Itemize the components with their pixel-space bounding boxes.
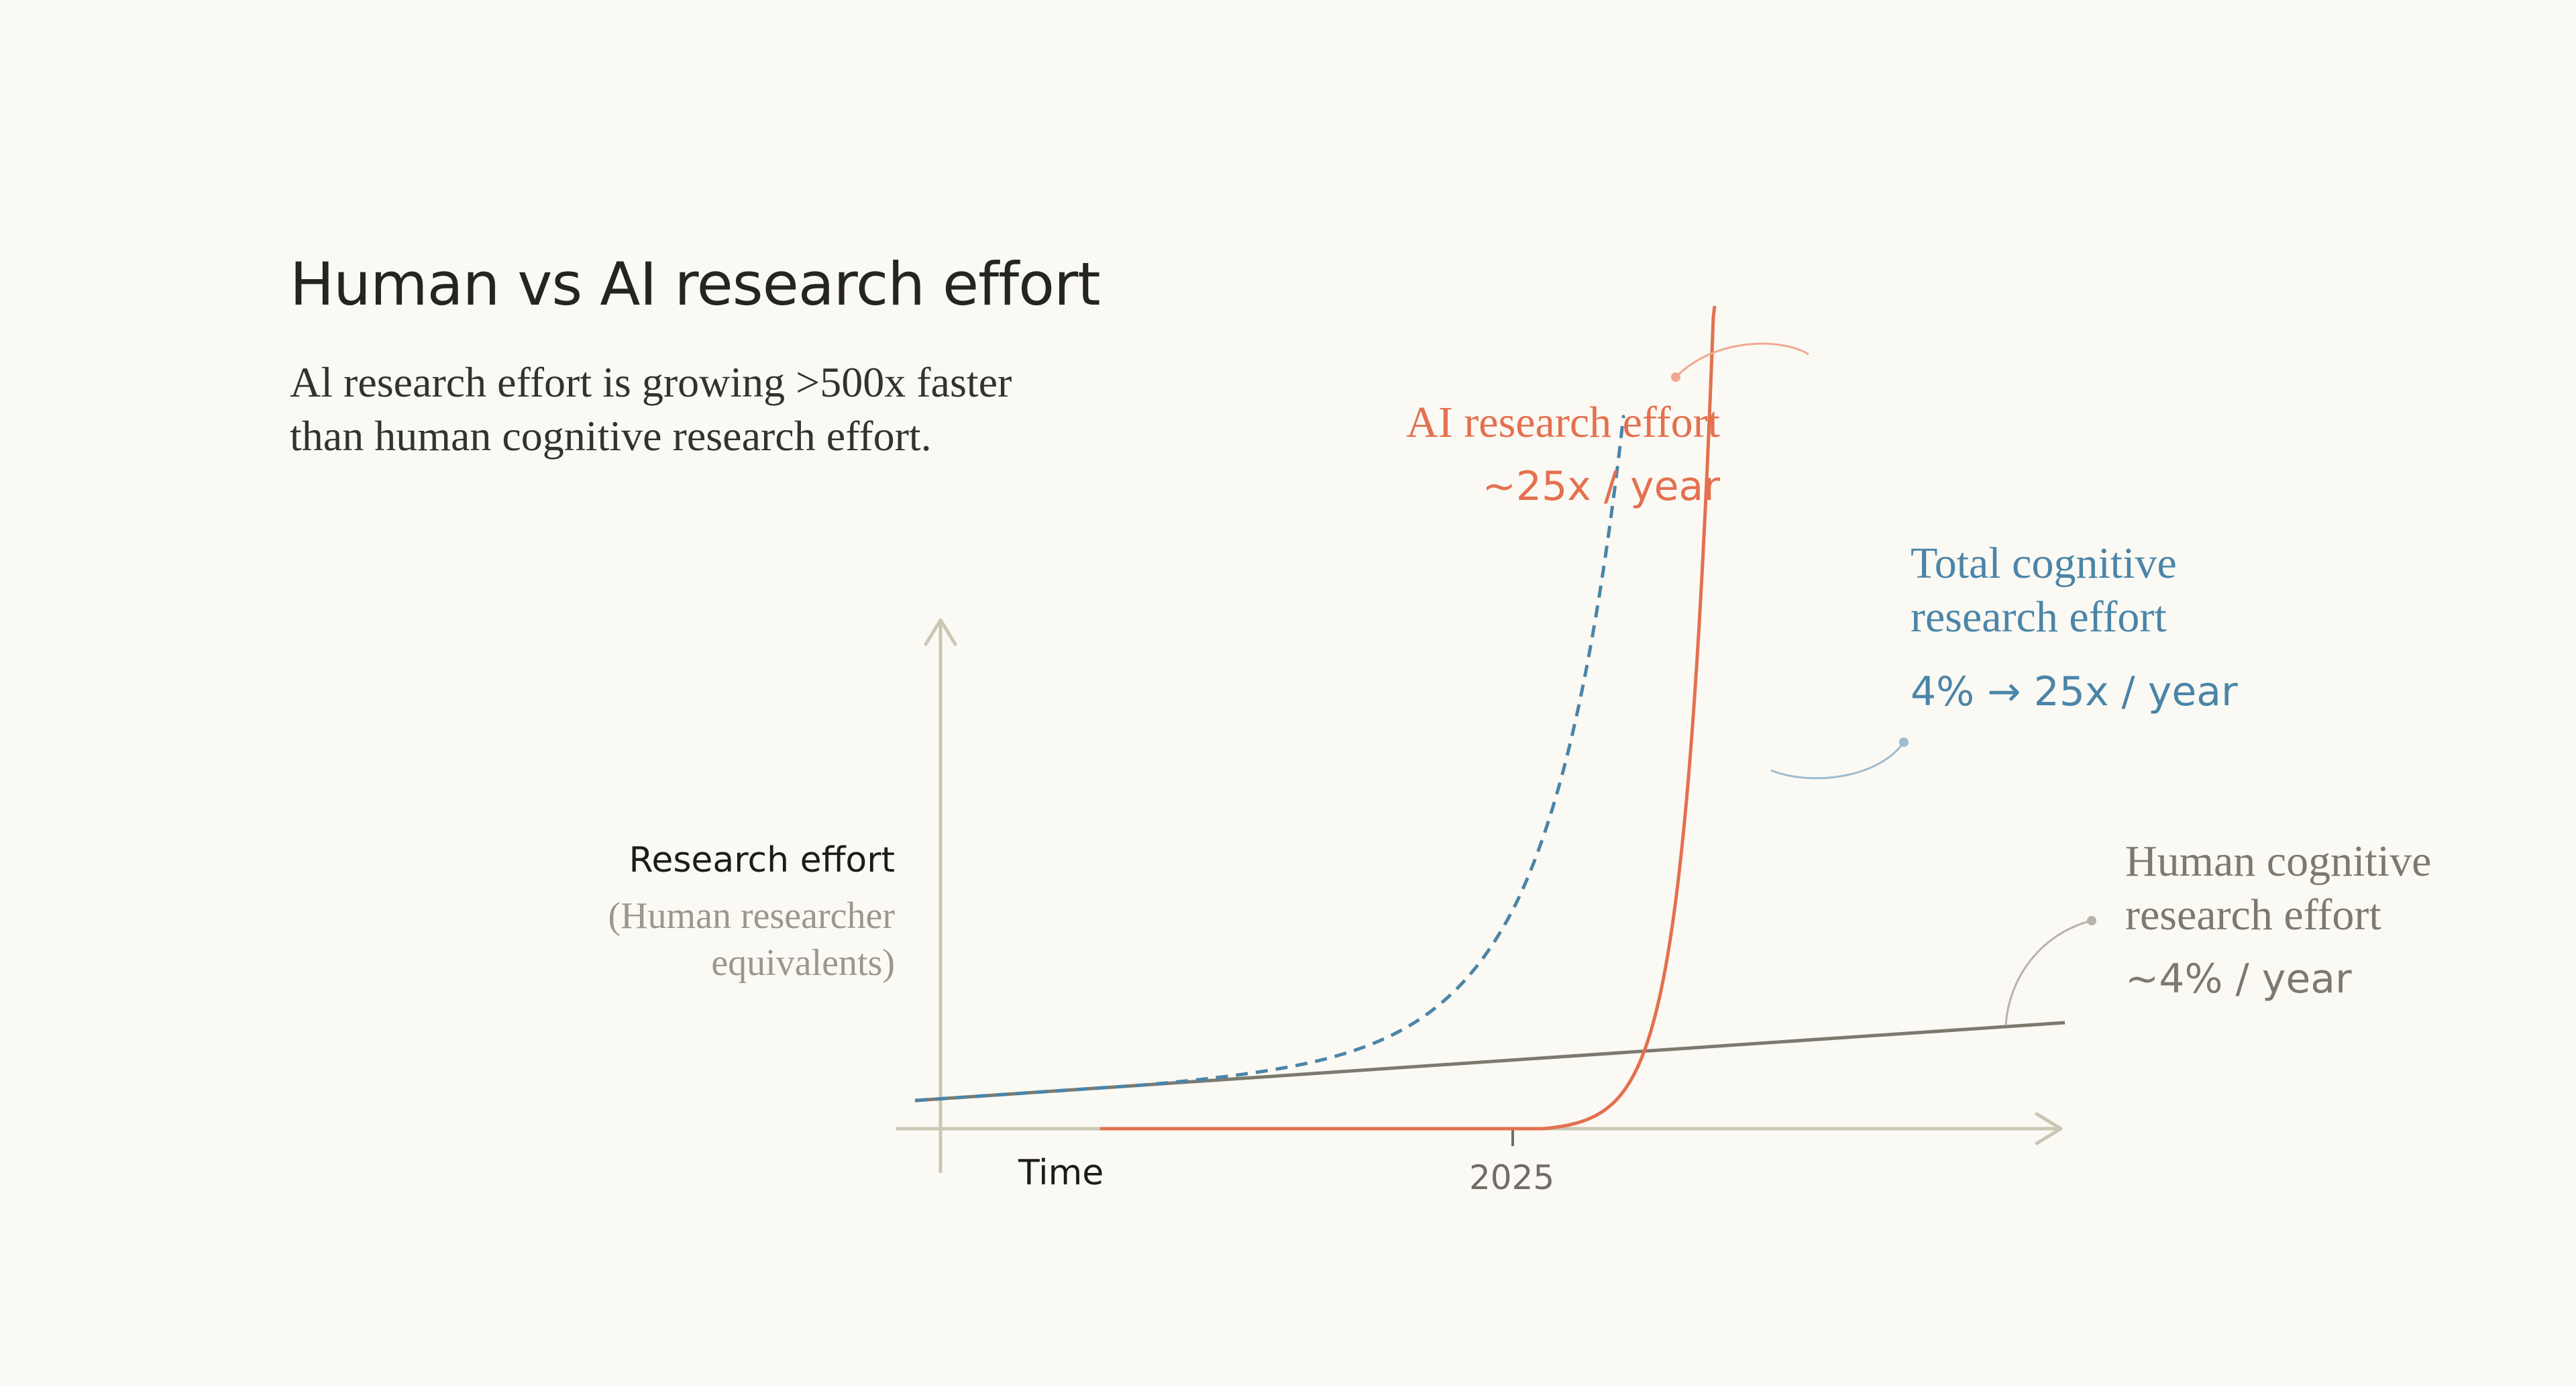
series-ai-line xyxy=(1100,305,1717,1131)
subtitle-line-1: Al research effort is growing >500x fast… xyxy=(290,358,1012,406)
human-leader-dot xyxy=(2087,916,2096,925)
human-series-rate: ~4% / year xyxy=(2125,956,2352,1003)
ai-series-label: AI research effort xyxy=(1406,398,1720,447)
chart-subtitle: Al research effort is growing >500x fast… xyxy=(290,356,1162,463)
y-axis-sublabel-line-2: equivalents) xyxy=(711,942,895,984)
total-leader-dot xyxy=(1899,737,1909,747)
total-series-label-line-1: Total cognitive xyxy=(1911,539,2177,588)
series-total-line xyxy=(914,414,1626,1102)
total-series-label-line-2: research effort xyxy=(1911,593,2167,642)
total-series-rate: 4% → 25x / year xyxy=(1911,668,2238,715)
ai-leader-line xyxy=(1674,342,1809,378)
y-axis-sublabel-line-1: (Human researcher xyxy=(608,895,895,937)
total-leader-line xyxy=(1770,741,1905,780)
human-series-label: Human cognitive research effort xyxy=(2125,835,2431,942)
x-axis-arrowhead xyxy=(2035,1112,2063,1145)
human-leader-line xyxy=(2004,919,2092,1026)
y-axis-arrowhead xyxy=(924,618,957,646)
ai-leader-dot xyxy=(1671,372,1680,382)
y-axis-label: Research effort xyxy=(629,840,895,880)
x-tick-label-2025: 2025 xyxy=(1469,1158,1555,1197)
total-series-label: Total cognitive research effort xyxy=(1911,537,2177,644)
x-axis-label: Time xyxy=(1018,1153,1104,1193)
ai-series-rate: ~25x / year xyxy=(1482,463,1720,510)
human-series-label-line-1: Human cognitive xyxy=(2125,837,2432,886)
chart-title: Human vs AI research effort xyxy=(290,250,1101,319)
y-axis-sublabel: (Human researcher equivalents) xyxy=(608,892,895,986)
human-series-label-line-2: research effort xyxy=(2125,890,2381,939)
subtitle-line-2: than human cognitive research effort. xyxy=(290,412,932,460)
